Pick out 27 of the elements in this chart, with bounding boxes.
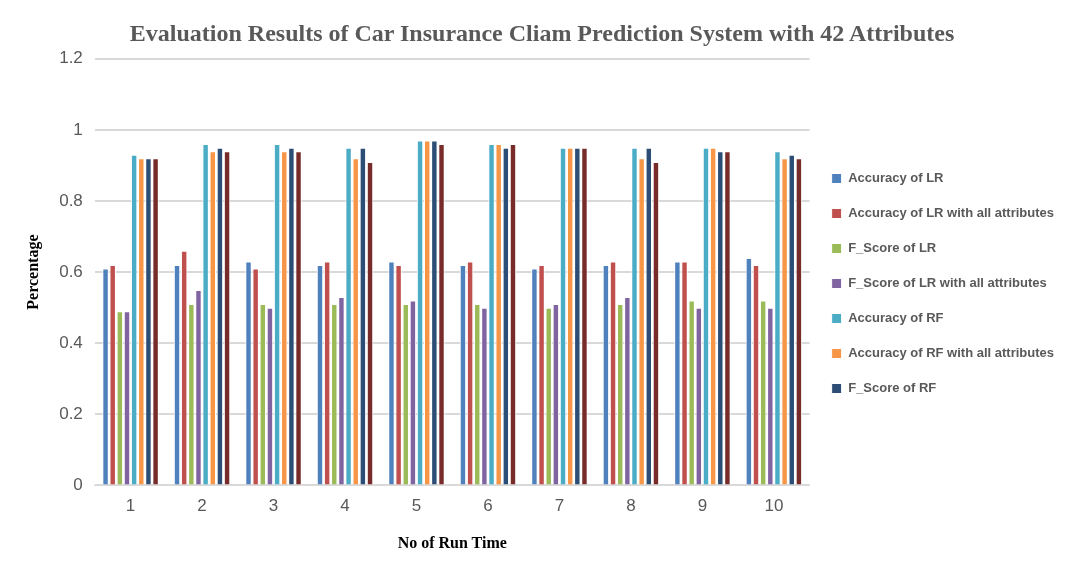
- legend-label: F_Score of LR: [848, 240, 937, 256]
- y-tick-label: 0.4: [59, 332, 83, 352]
- y-tick-label: 0: [73, 475, 83, 495]
- legend-label: F_Score of LR with all attributes: [848, 275, 1047, 291]
- x-tick-label: 5: [411, 496, 422, 516]
- y-tick-label: 1.2: [59, 48, 83, 68]
- legend-label: F_Score of RF: [848, 380, 937, 396]
- x-tick-label: 2: [197, 496, 207, 516]
- chart-title: Evaluation Results of Car Insurance Cliam Prediction System with 42 Attributes: [129, 19, 955, 46]
- x-axis-title: No of Run Time: [397, 533, 507, 551]
- legend-label: Accuracy of RF with all attributes: [848, 345, 1054, 361]
- x-tick-label: 9: [697, 496, 708, 516]
- x-tick-label: 4: [340, 496, 350, 516]
- y-tick-label: 1: [73, 119, 83, 139]
- x-tick-label: 6: [483, 496, 493, 516]
- x-tick-label: 7: [554, 496, 565, 516]
- x-tick-label: 1: [125, 496, 136, 516]
- x-tick-label: 3: [268, 496, 279, 516]
- y-tick-label: 0.8: [59, 190, 83, 210]
- y-tick-label: 0.2: [59, 403, 83, 423]
- legend-label: Accuracy of LR: [848, 170, 945, 186]
- legend-label: Accuracy of RF: [848, 310, 944, 326]
- x-tick-label: 8: [626, 496, 636, 516]
- y-axis-title: Percentage: [23, 234, 42, 310]
- x-tick-label: 10: [764, 496, 784, 516]
- y-tick-label: 0.6: [59, 261, 83, 281]
- legend-label: Accuracy of LR with all attributes: [848, 205, 1054, 221]
